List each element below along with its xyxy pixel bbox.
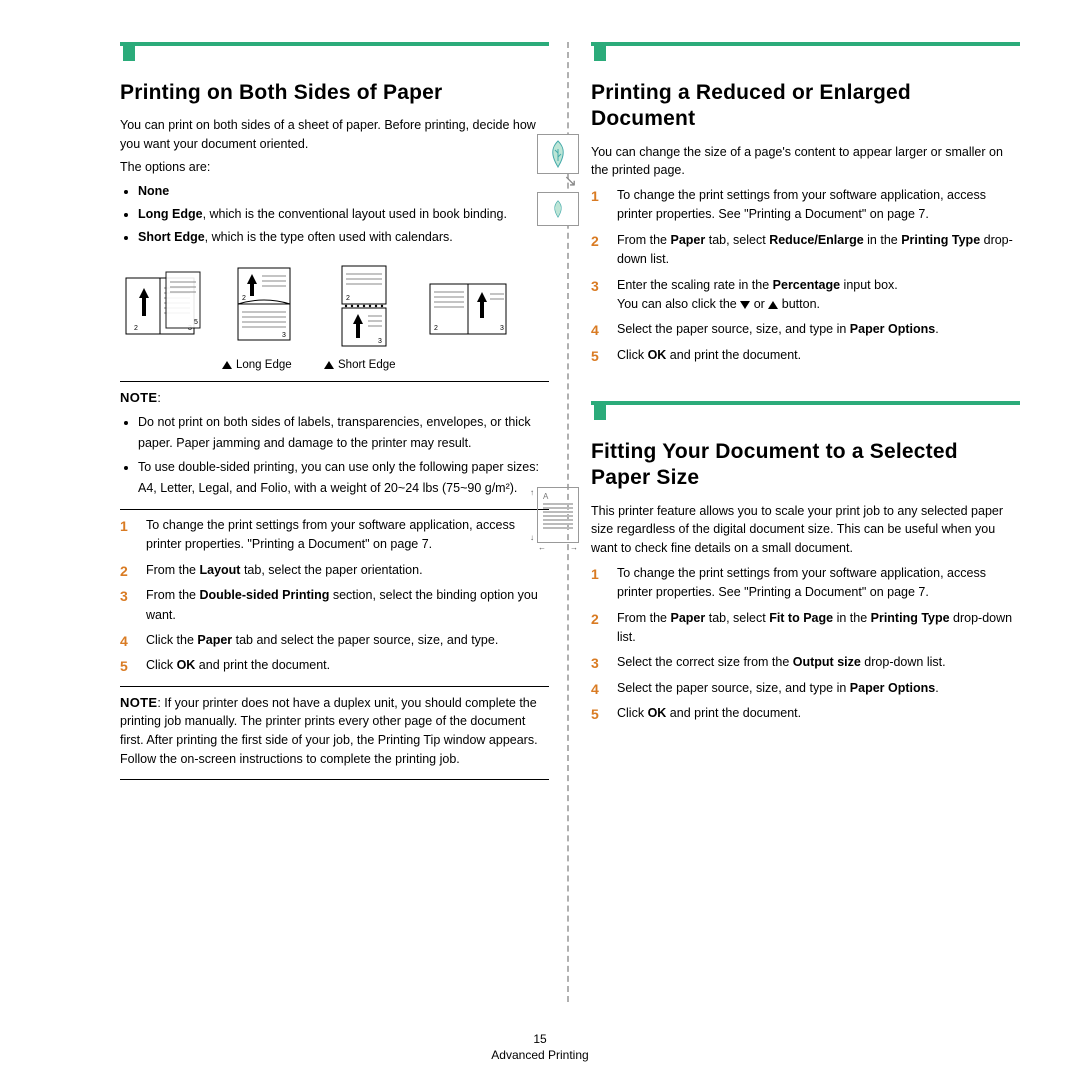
section-bar <box>120 42 549 46</box>
step: Click OK and print the document. <box>120 656 549 675</box>
options-lead: The options are: <box>120 158 549 177</box>
rule <box>120 509 549 510</box>
svg-text:2: 2 <box>434 325 438 332</box>
triangle-up-icon <box>222 361 232 369</box>
fig-long-1: 23 5 <box>120 260 206 371</box>
intro-text: You can change the size of a page's cont… <box>591 143 1020 181</box>
right-column: Printing a Reduced or Enlarged Document … <box>569 42 1040 1002</box>
svg-text:5: 5 <box>194 319 198 326</box>
svg-text:2: 2 <box>242 295 246 302</box>
step: Click OK and print the document. <box>591 704 1020 723</box>
options-list: None Long Edge, which is the conventiona… <box>120 181 549 249</box>
step: From the Double-sided Printing section, … <box>120 586 549 625</box>
svg-text:3: 3 <box>282 332 286 339</box>
side-illustration-fit: A ↑↓ ←→ <box>537 487 579 543</box>
figure-row: 23 5 2 3 <box>120 260 549 371</box>
rule <box>120 779 549 780</box>
option-short-edge: Short Edge, which is the type often used… <box>138 227 549 248</box>
section-title: Fitting Your Document to a Selected Pape… <box>591 439 1020 492</box>
section-bar <box>591 401 1020 405</box>
section-tick <box>594 404 606 420</box>
step: Click OK and print the document. <box>591 346 1020 365</box>
svg-text:3: 3 <box>500 325 504 332</box>
fig-caption-long: Long Edge <box>222 359 308 371</box>
intro-text: This printer feature allows you to scale… <box>591 502 1020 558</box>
note2: NOTE: If your printer does not have a du… <box>120 693 549 769</box>
note-bullet: Do not print on both sides of labels, tr… <box>138 412 549 455</box>
step: Select the paper source, size, and type … <box>591 679 1020 698</box>
note-bullets: Do not print on both sides of labels, tr… <box>120 412 549 499</box>
fig-caption-short: Short Edge <box>324 359 410 371</box>
triangle-down-icon <box>740 301 750 309</box>
triangle-up-icon <box>768 301 778 309</box>
step: To change the print settings from your s… <box>591 186 1020 225</box>
section-tick <box>594 45 606 61</box>
triangle-up-icon <box>324 361 334 369</box>
intro-text: You can print on both sides of a sheet o… <box>120 116 549 154</box>
svg-text:3: 3 <box>378 338 382 345</box>
step: Select the correct size from the Output … <box>591 653 1020 672</box>
note-bullet: To use double-sided printing, you can us… <box>138 457 549 500</box>
section-tick <box>123 45 135 61</box>
section-title: Printing on Both Sides of Paper <box>120 80 549 106</box>
fig-long-2: 2 3 Long Edge <box>222 260 308 371</box>
step: To change the print settings from your s… <box>120 516 549 555</box>
left-column: Printing on Both Sides of Paper You can … <box>40 42 567 1002</box>
page-footer: 15 Advanced Printing <box>0 1032 1080 1062</box>
fig-short-1: 2 3 Short Edge <box>324 260 410 371</box>
fig-short-2: 2 3 <box>426 260 512 371</box>
steps-list: To change the print settings from your s… <box>591 564 1020 724</box>
step: From the Layout tab, select the paper or… <box>120 561 549 580</box>
step: From the Paper tab, select Fit to Page i… <box>591 609 1020 648</box>
svg-text:2: 2 <box>134 325 138 332</box>
section-title: Printing a Reduced or Enlarged Document <box>591 80 1020 133</box>
step: From the Paper tab, select Reduce/Enlarg… <box>591 231 1020 270</box>
rule <box>120 381 549 382</box>
steps-list: To change the print settings from your s… <box>120 516 549 676</box>
option-none: None <box>138 181 549 202</box>
chapter-title: Advanced Printing <box>0 1048 1080 1062</box>
steps-list: To change the print settings from your s… <box>591 186 1020 365</box>
step: Enter the scaling rate in the Percentage… <box>591 276 1020 315</box>
page-number: 15 <box>0 1032 1080 1046</box>
side-illustration-reduce: ↘ <box>537 134 579 226</box>
step: To change the print settings from your s… <box>591 564 1020 603</box>
option-long-edge: Long Edge, which is the conventional lay… <box>138 204 549 225</box>
rule <box>120 686 549 687</box>
section-bar <box>591 42 1020 46</box>
step: Select the paper source, size, and type … <box>591 320 1020 339</box>
note-label: NOTE: <box>120 388 549 408</box>
svg-text:2: 2 <box>346 295 350 302</box>
step: Click the Paper tab and select the paper… <box>120 631 549 650</box>
